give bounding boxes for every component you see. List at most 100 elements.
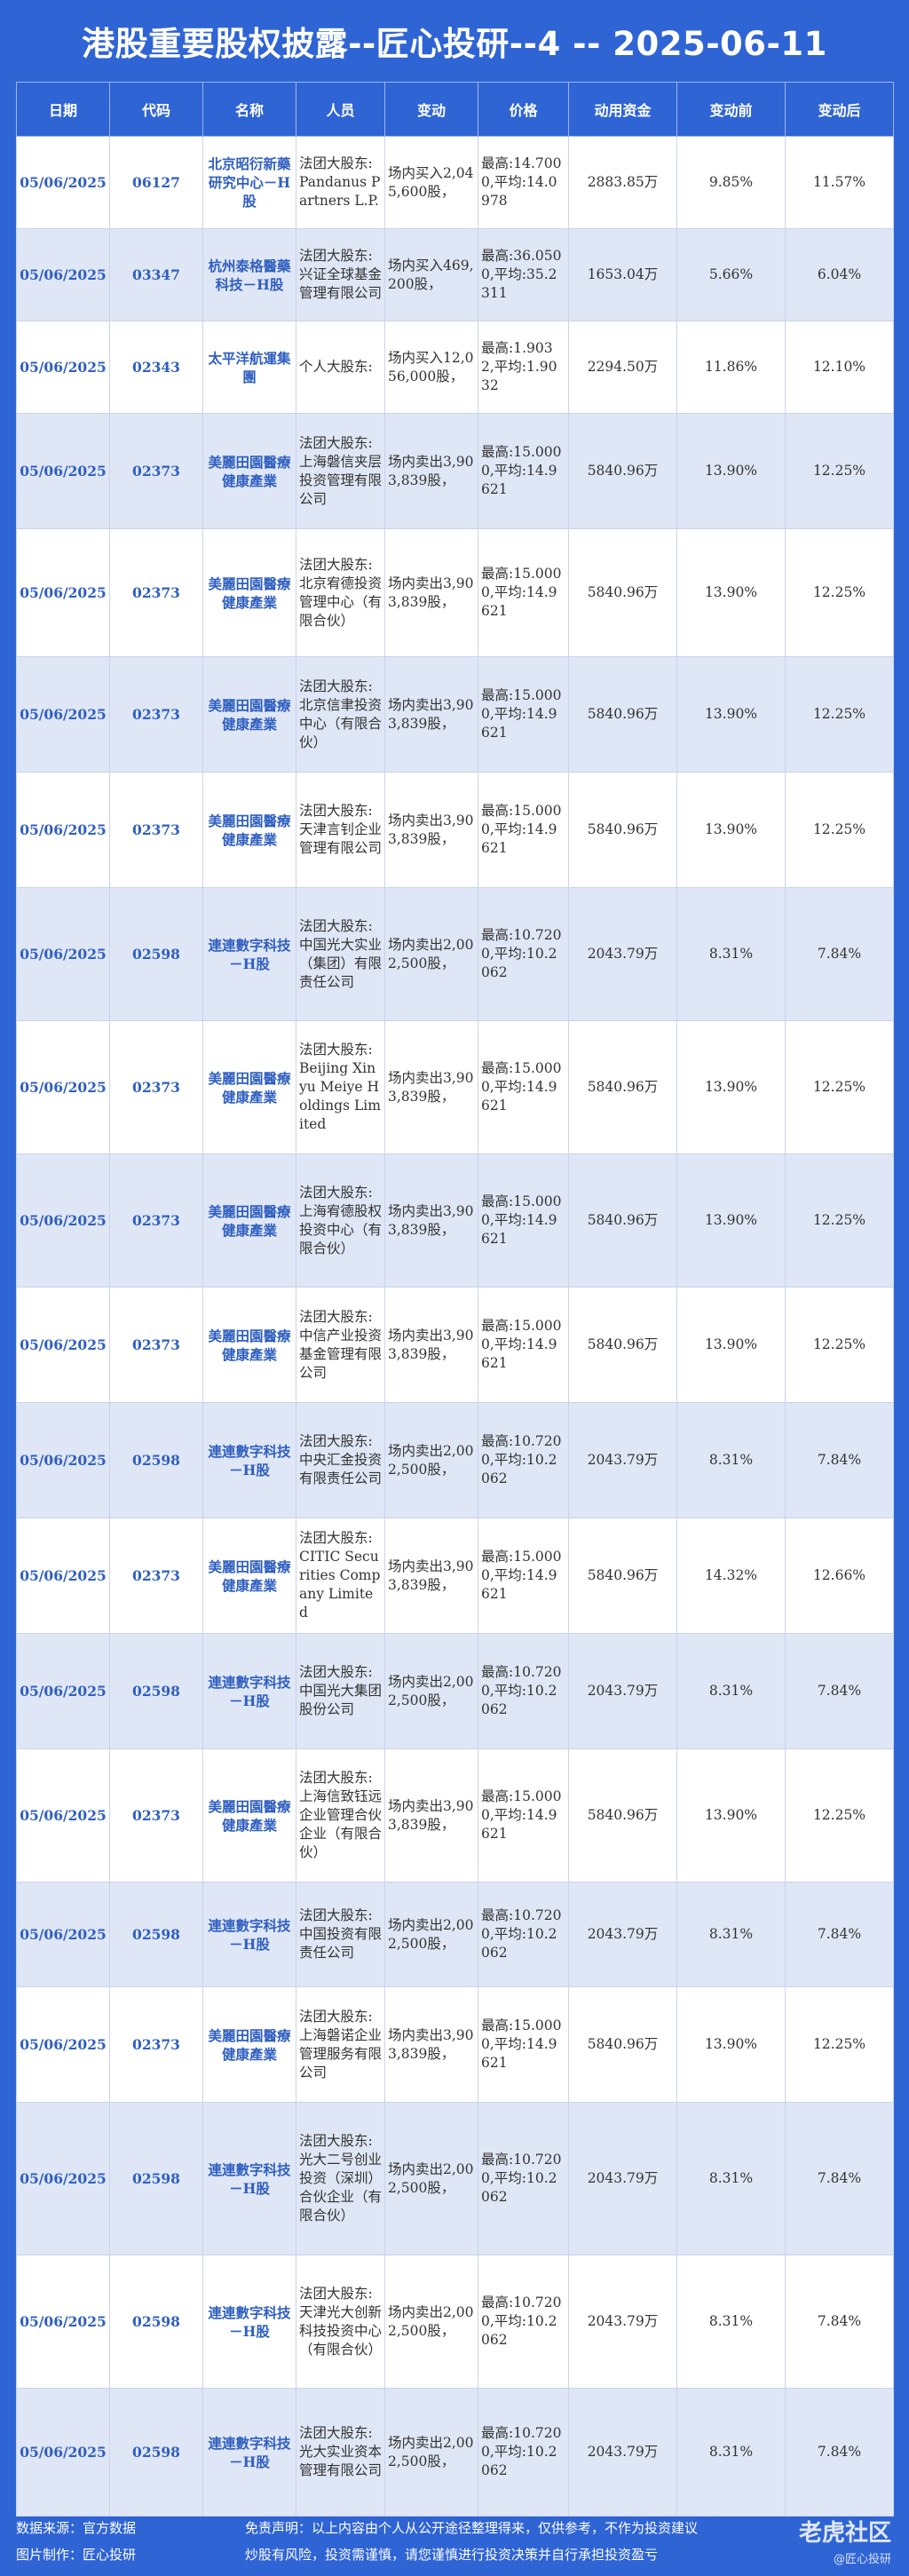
- cell-price: 最高:15.0000,平均:14.9621: [478, 1153, 569, 1288]
- cell-after: 7.84%: [785, 2255, 894, 2389]
- table-row: 05/06/2025 02373 美麗田園醫療健康產業 法团大股东:Beijing X…: [16, 1020, 894, 1154]
- table-row: 05/06/2025 02598 連連數字科技－H股 法团大股东:中央汇金投资有限责任…: [16, 1402, 894, 1518]
- cell-after: 6.04%: [785, 228, 894, 321]
- cell-after: 7.84%: [785, 2102, 894, 2255]
- cell-fund: 5840.96万: [568, 1020, 677, 1154]
- cell-fund: 5840.96万: [568, 1986, 677, 2103]
- cell-person: 法团大股东:中国投资有限责任公司: [296, 1882, 385, 1987]
- cell-date: 05/06/2025: [16, 528, 110, 657]
- cell-fund: 2883.85万: [568, 136, 677, 229]
- cell-after: 12.25%: [785, 528, 894, 657]
- footer-source: 数据来源：官方数据: [16, 2520, 137, 2536]
- cell-price: 最高:15.0000,平均:14.9621: [478, 1287, 569, 1403]
- cell-date: 05/06/2025: [16, 413, 110, 529]
- cell-date: 05/06/2025: [16, 1020, 110, 1154]
- table-row: 05/06/2025 02373 美麗田園醫療健康產業 法团大股东:CITIC Sec…: [16, 1518, 894, 1634]
- cell-before: 8.31%: [676, 2255, 786, 2389]
- disclosure-table: 日期 代码 名称 人员 变动 价格 动用资金 变动前 变动后 05/06/202…: [16, 82, 894, 2517]
- footer: 数据来源：官方数据 图片制作：匠心投研 免责声明：以上内容由个人从公开途径整理得…: [0, 2502, 909, 2576]
- cell-price: 最高:36.0500,平均:35.2311: [478, 228, 569, 321]
- cell-fund: 2294.50万: [568, 321, 677, 414]
- cell-date: 05/06/2025: [16, 136, 110, 229]
- header-before: 变动前: [676, 82, 786, 137]
- table-row: 05/06/2025 02373 美麗田園醫療健康產業 法团大股东:北京信聿投资中心（…: [16, 656, 894, 773]
- cell-before: 13.90%: [676, 656, 786, 773]
- cell-price: 最高:15.0000,平均:14.9621: [478, 528, 569, 657]
- cell-change: 场内卖出3,903,839股，: [384, 1986, 478, 2103]
- cell-person: 法团大股东:北京信聿投资中心（有限合伙）: [296, 656, 385, 773]
- cell-code: 02343: [109, 321, 203, 414]
- header-date: 日期: [16, 82, 110, 137]
- table-row: 05/06/2025 02373 美麗田園醫療健康產業 法团大股东:上海磐诺企业管理服…: [16, 1986, 894, 2103]
- table-row: 05/06/2025 02598 連連數字科技－H股 法团大股东:中国投资有限责任公司…: [16, 1882, 894, 1987]
- watermark: 老虎社区 @匠心投研: [799, 2515, 891, 2566]
- cell-person: 法团大股东:上海磐信夹层投资管理有限公司: [296, 413, 385, 529]
- cell-person: 法团大股东:上海磐诺企业管理服务有限公司: [296, 1986, 385, 2103]
- cell-after: 7.84%: [785, 1882, 894, 1987]
- cell-before: 8.31%: [676, 1402, 786, 1518]
- table-row: 05/06/2025 02373 美麗田園醫療健康產業 法团大股东:中信产业投资基金管…: [16, 1287, 894, 1403]
- header-change: 变动: [384, 82, 478, 137]
- cell-person: 法团大股东:兴证全球基金管理有限公司: [296, 228, 385, 321]
- cell-fund: 2043.79万: [568, 2255, 677, 2389]
- cell-after: 12.25%: [785, 1986, 894, 2103]
- cell-name: 美麗田園醫療健康產業: [202, 1020, 296, 1154]
- cell-change: 场内卖出2,002,500股，: [384, 1633, 478, 1749]
- cell-price: 最高:10.7200,平均:10.2062: [478, 2388, 569, 2517]
- cell-name: 連連數字科技－H股: [202, 1402, 296, 1518]
- cell-code: 02373: [109, 1287, 203, 1403]
- cell-person: 法团大股东:中央汇金投资有限责任公司: [296, 1402, 385, 1518]
- cell-fund: 1653.04万: [568, 228, 677, 321]
- cell-code: 02373: [109, 772, 203, 888]
- cell-person: 法团大股东:Beijing Xinyu Meiye Holdings Limit…: [296, 1020, 385, 1154]
- cell-price: 最高:15.0000,平均:14.9621: [478, 1748, 569, 1882]
- cell-code: 03347: [109, 228, 203, 321]
- footer-disclaimer-2: 炒股有风险，投资需谨慎，请您谨慎进行投资决策并自行承担投资盈亏: [245, 2547, 659, 2563]
- header-row: 日期 代码 名称 人员 变动 价格 动用资金 变动前 变动后: [16, 82, 894, 137]
- cell-price: 最高:10.7200,平均:10.2062: [478, 2102, 569, 2255]
- cell-date: 05/06/2025: [16, 1153, 110, 1288]
- cell-code: 02598: [109, 887, 203, 1021]
- cell-change: 场内卖出2,002,500股，: [384, 2255, 478, 2389]
- cell-change: 场内卖出2,002,500股，: [384, 1882, 478, 1987]
- cell-person: 法团大股东:光大二号创业投资（深圳）合伙企业（有限合伙）: [296, 2102, 385, 2255]
- cell-before: 8.31%: [676, 2388, 786, 2517]
- cell-before: 8.31%: [676, 887, 786, 1021]
- cell-fund: 2043.79万: [568, 1402, 677, 1518]
- table-row: 05/06/2025 06127 北京昭衍新藥研究中心－H股 法团大股东:Pandan…: [16, 136, 894, 229]
- cell-before: 13.90%: [676, 772, 786, 888]
- cell-code: 02373: [109, 1153, 203, 1288]
- table-row: 05/06/2025 02343 太平洋航運集團 个人大股东: 场内买入12,056,0…: [16, 321, 894, 414]
- cell-date: 05/06/2025: [16, 887, 110, 1021]
- cell-fund: 5840.96万: [568, 656, 677, 773]
- header-fund: 动用资金: [568, 82, 677, 137]
- cell-code: 02373: [109, 413, 203, 529]
- cell-after: 12.25%: [785, 772, 894, 888]
- cell-price: 最高:10.7200,平均:10.2062: [478, 1402, 569, 1518]
- cell-person: 法团大股东:光大实业资本管理有限公司: [296, 2388, 385, 2517]
- header-after: 变动后: [785, 82, 894, 137]
- cell-date: 05/06/2025: [16, 321, 110, 414]
- cell-before: 13.90%: [676, 1748, 786, 1882]
- cell-person: 法团大股东:北京宥德投资管理中心（有限合伙）: [296, 528, 385, 657]
- table-row: 05/06/2025 02373 美麗田園醫療健康產業 法团大股东:上海信致钰远企业管…: [16, 1748, 894, 1882]
- cell-person: 法团大股东:天津言钊企业管理有限公司: [296, 772, 385, 888]
- cell-before: 11.86%: [676, 321, 786, 414]
- cell-price: 最高:10.7200,平均:10.2062: [478, 2255, 569, 2389]
- table-row: 05/06/2025 02598 連連數字科技－H股 法团大股东:中国光大集团股份公司…: [16, 1633, 894, 1749]
- cell-code: 02373: [109, 528, 203, 657]
- cell-person: 法团大股东:中国光大集团股份公司: [296, 1633, 385, 1749]
- cell-code: 02598: [109, 1402, 203, 1518]
- cell-before: 13.90%: [676, 1986, 786, 2103]
- cell-date: 05/06/2025: [16, 1882, 110, 1987]
- cell-price: 最高:10.7200,平均:10.2062: [478, 1882, 569, 1987]
- table-row: 05/06/2025 02373 美麗田園醫療健康產業 法团大股东:天津言钊企业管理有…: [16, 772, 894, 888]
- cell-fund: 5840.96万: [568, 1153, 677, 1288]
- page-title: 港股重要股权披露--匠心投研--4 -- 2025-06-11: [82, 25, 827, 63]
- cell-change: 场内卖出2,002,500股，: [384, 2388, 478, 2517]
- cell-fund: 2043.79万: [568, 1882, 677, 1987]
- cell-fund: 5840.96万: [568, 1748, 677, 1882]
- cell-code: 02373: [109, 1986, 203, 2103]
- header-name: 名称: [202, 82, 296, 137]
- table-row: 05/06/2025 02598 連連數字科技－H股 法团大股东:光大二号创业投资（深…: [16, 2102, 894, 2255]
